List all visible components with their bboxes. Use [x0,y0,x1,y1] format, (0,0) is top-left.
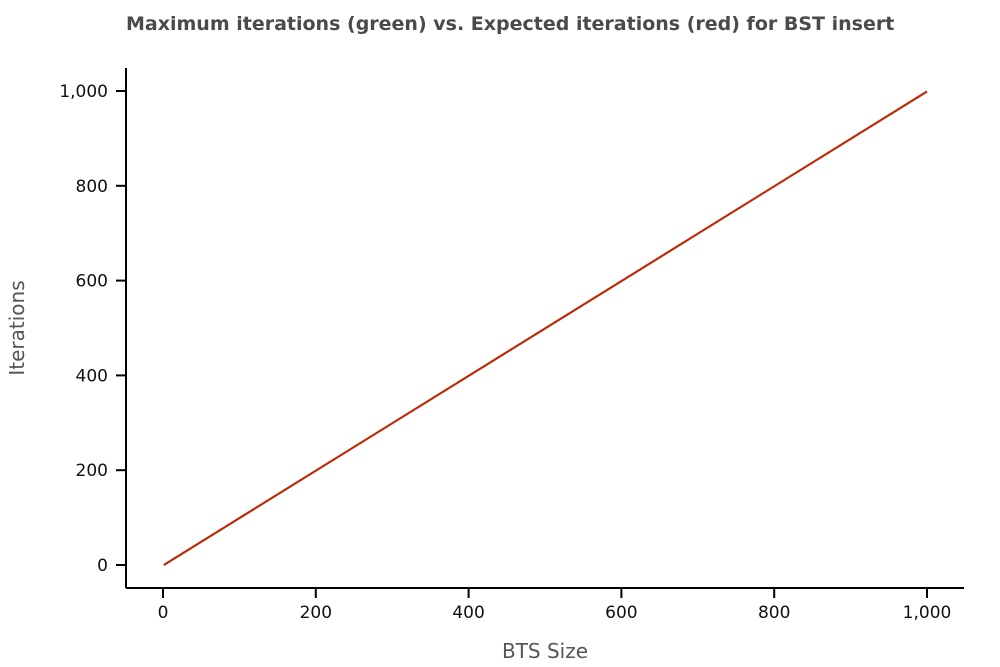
chart-title: Maximum iterations (green) vs. Expected … [126,13,894,35]
x-tick-label: 600 [605,603,637,623]
y-tick-label: 1,000 [59,82,108,102]
y-axis-label: Iterations [5,280,29,375]
y-tick-label: 200 [76,461,108,481]
x-tick-label: 1,000 [903,603,952,623]
x-tick-label: 800 [758,603,790,623]
series-line-2 [163,90,928,566]
axes [125,68,964,589]
y-tick-label: 600 [76,272,108,292]
x-ticks: 0 200 400 600 800 1,000 [158,588,952,623]
y-tick-label: 800 [76,177,108,197]
y-tick-label: 0 [97,556,108,576]
y-tick-label: 400 [76,366,108,386]
x-tick-label: 200 [300,603,332,623]
y-ticks: 0 200 400 600 800 1,000 [59,82,126,576]
x-tick-label: 0 [158,603,169,623]
series-layer [163,90,928,566]
x-tick-label: 400 [452,603,484,623]
x-axis-label: BTS Size [502,639,588,663]
